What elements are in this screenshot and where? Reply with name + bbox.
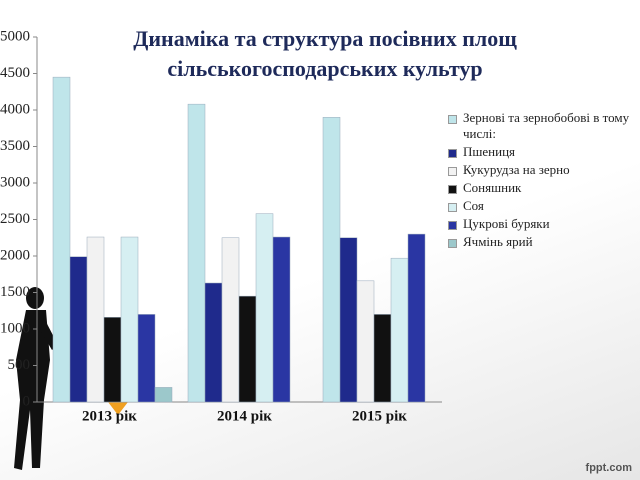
y-tick-label: 5000 [0,28,30,44]
legend-item: Ячмінь ярий [448,234,638,250]
bar [69,256,88,403]
bar [204,282,223,403]
legend-item: Соя [448,198,638,214]
bar [238,295,257,403]
legend-item: Цукрові буряки [448,216,638,232]
legend-swatch [448,203,457,212]
bar [154,387,173,403]
y-tick-label: 3500 [0,138,30,154]
bar [86,236,105,403]
legend-label: Зернові та зернобобові в тому числі: [463,110,630,141]
bar [322,117,341,403]
legend: Зернові та зернобобові в тому числі: Пшен… [448,110,638,252]
bar [120,236,139,403]
y-tick-label: 4500 [0,65,30,81]
legend-item: Зернові та зернобобові в тому числі: [448,110,638,142]
bar [221,237,240,403]
bar [52,76,71,403]
legend-item: Соняшник [448,180,638,196]
x-tick-label: 2015 рік [352,408,407,424]
y-tick-label: 4000 [0,101,30,117]
legend-label: Соняшник [463,180,522,195]
bar [407,233,426,403]
legend-swatch [448,149,457,158]
y-tick-label: 3000 [0,174,30,190]
legend-label: Ячмінь ярий [463,234,533,249]
legend-swatch [448,221,457,230]
legend-item: Пшениця [448,144,638,160]
y-tick-label: 2500 [0,211,30,227]
legend-swatch [448,115,457,124]
silhouette [14,287,58,470]
x-tick-label: 2013 рік [82,408,137,424]
legend-label: Цукрові буряки [463,216,550,231]
legend-swatch [448,239,457,248]
chart-title: Динаміка та структура посівних площ сіль… [133,26,517,81]
bar [187,103,206,403]
bar [390,257,409,403]
bar [373,314,392,403]
y-tick-label: 1500 [0,284,30,300]
legend-label: Пшениця [463,144,516,159]
y-tick-label: 500 [8,357,31,373]
x-tick-label: 2014 рік [217,408,272,424]
y-tick-label: 1000 [0,320,30,336]
y-tick-label: 2000 [0,247,30,263]
bar [103,317,122,403]
bar [255,213,274,403]
legend-item: Кукурудза на зерно [448,162,638,178]
legend-swatch [448,167,457,176]
bar [356,280,375,403]
legend-label: Соя [463,198,484,213]
bar [137,314,156,403]
legend-swatch [448,185,457,194]
watermark: fppt.com [585,462,632,474]
y-tick-label: 0 [23,393,31,409]
legend-label: Кукурудза на зерно [463,162,570,177]
bar [339,237,358,403]
bar [272,236,291,403]
decoration [108,402,128,415]
